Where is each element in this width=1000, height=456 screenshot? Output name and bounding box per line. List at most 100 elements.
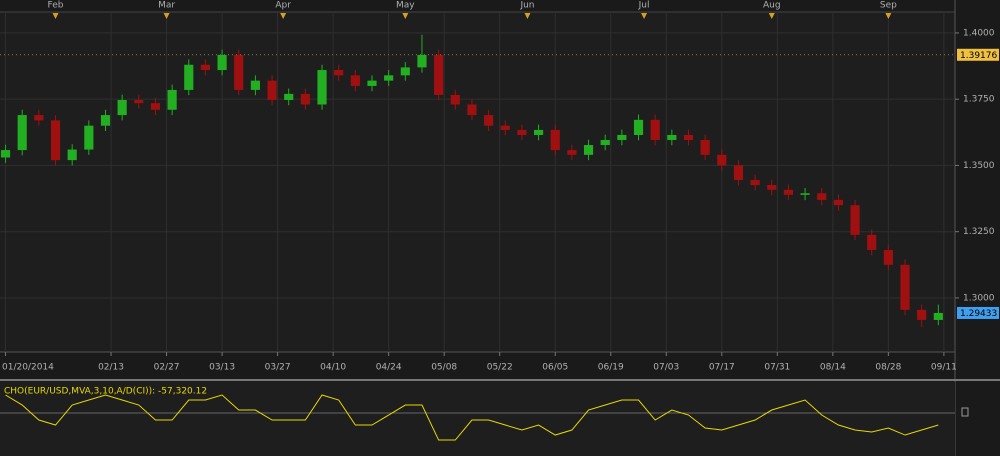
x-tick-label: 05/08: [431, 363, 457, 373]
candle-body: [350, 75, 360, 86]
oscillator-line: [5, 394, 939, 441]
month-marker: [885, 13, 892, 19]
oscillator-title: CHO(EUR/USD,MVA,3,10,A/D(CI)): -57,320.1…: [4, 387, 207, 397]
candle-body: [450, 94, 460, 105]
candle-body: [883, 249, 893, 265]
month-marker: [641, 13, 648, 19]
y-tick-label: 1.3750: [963, 95, 995, 105]
candle-body: [750, 180, 760, 186]
price-marker-label: 1.39176: [960, 51, 997, 61]
candle-body: [867, 234, 877, 250]
candle-body: [200, 64, 211, 71]
candle-body: [17, 115, 27, 151]
candle-body: [917, 309, 927, 320]
month-label: Apr: [275, 1, 291, 11]
month-marker: [280, 13, 287, 19]
month-label: Aug: [763, 1, 781, 11]
month-label: Feb: [48, 1, 64, 11]
candle-body: [500, 125, 510, 130]
x-tick-label: 03/13: [209, 363, 235, 373]
candle-body: [34, 115, 44, 121]
x-tick-label: 07/31: [764, 363, 790, 373]
candle-body: [134, 99, 144, 104]
y-tick-label: 1.3000: [963, 293, 995, 303]
candle-body: [567, 150, 577, 155]
x-tick-label: 09/11: [931, 363, 957, 373]
candle-body: [550, 129, 560, 151]
candle-body: [67, 149, 77, 161]
month-label: Mar: [158, 1, 175, 11]
candle-body: [850, 205, 860, 235]
y-tick-label: 1.3500: [963, 161, 995, 171]
month-marker: [524, 13, 531, 19]
x-tick-label: 05/22: [487, 363, 513, 373]
candle-body: [167, 89, 177, 110]
x-tick-label: 07/03: [653, 363, 679, 373]
x-tick-label: 06/05: [542, 363, 568, 373]
x-tick-label: 02/13: [98, 363, 124, 373]
x-tick-label: 02/27: [154, 363, 180, 373]
candle-body: [933, 312, 943, 320]
x-tick-label: 04/24: [376, 363, 402, 373]
candle-body: [367, 80, 377, 86]
candle-body: [0, 150, 11, 158]
candle-body: [417, 54, 427, 68]
candle-body: [700, 139, 710, 155]
candle-body: [633, 119, 644, 135]
candle-body: [650, 119, 660, 140]
candle-body: [267, 80, 277, 100]
candle-body: [517, 129, 527, 135]
candle-body: [117, 99, 127, 116]
candle-body: [467, 104, 477, 116]
candle-body: [334, 70, 344, 76]
panel-icon: [961, 407, 969, 417]
price-marker: [957, 306, 999, 319]
candle-body: [250, 80, 260, 90]
candle-body: [817, 193, 827, 200]
candle-body: [667, 134, 677, 140]
candle-body: [617, 134, 627, 140]
candle-body: [284, 93, 294, 100]
oscillator-panel: [0, 382, 955, 456]
candle-body: [150, 103, 161, 110]
candle-body: [800, 193, 810, 195]
candle-body: [733, 165, 744, 181]
price-marker: [957, 48, 999, 61]
candle-body: [317, 70, 327, 105]
month-marker: [52, 13, 59, 19]
x-tick-label: 08/14: [820, 363, 846, 373]
y-tick-label: 1.3250: [963, 227, 995, 237]
candle-body: [50, 120, 61, 161]
x-tick-label: 07/17: [709, 363, 735, 373]
candle-body: [683, 134, 694, 140]
candle-body: [184, 64, 194, 90]
candle-body: [84, 125, 94, 150]
month-marker: [163, 13, 170, 19]
x-tick-label: 08/28: [875, 363, 901, 373]
candle-body: [484, 115, 494, 126]
candle-body: [900, 264, 910, 310]
candle-body: [234, 54, 244, 90]
candle-body: [717, 154, 727, 166]
candle-body: [583, 145, 594, 155]
candle-body: [434, 54, 444, 95]
candle-body: [783, 189, 794, 195]
price-marker-label: 1.29433: [960, 309, 997, 319]
month-label: Jul: [638, 1, 650, 11]
candle-body: [300, 93, 310, 105]
price-panel: [0, 12, 955, 352]
x-tick-label: 04/10: [320, 363, 346, 373]
candle-body: [533, 129, 544, 135]
candle-body: [217, 54, 227, 71]
candle-body: [833, 199, 843, 206]
month-label: May: [396, 1, 415, 11]
month-label: Jun: [519, 1, 534, 11]
candle-body: [767, 185, 777, 190]
x-tick-label: 03/27: [265, 363, 291, 373]
x-tick-label: 06/19: [598, 363, 624, 373]
candle-body: [400, 67, 410, 76]
month-marker: [768, 13, 775, 19]
candle-body: [100, 115, 111, 126]
candle-body: [384, 75, 394, 81]
